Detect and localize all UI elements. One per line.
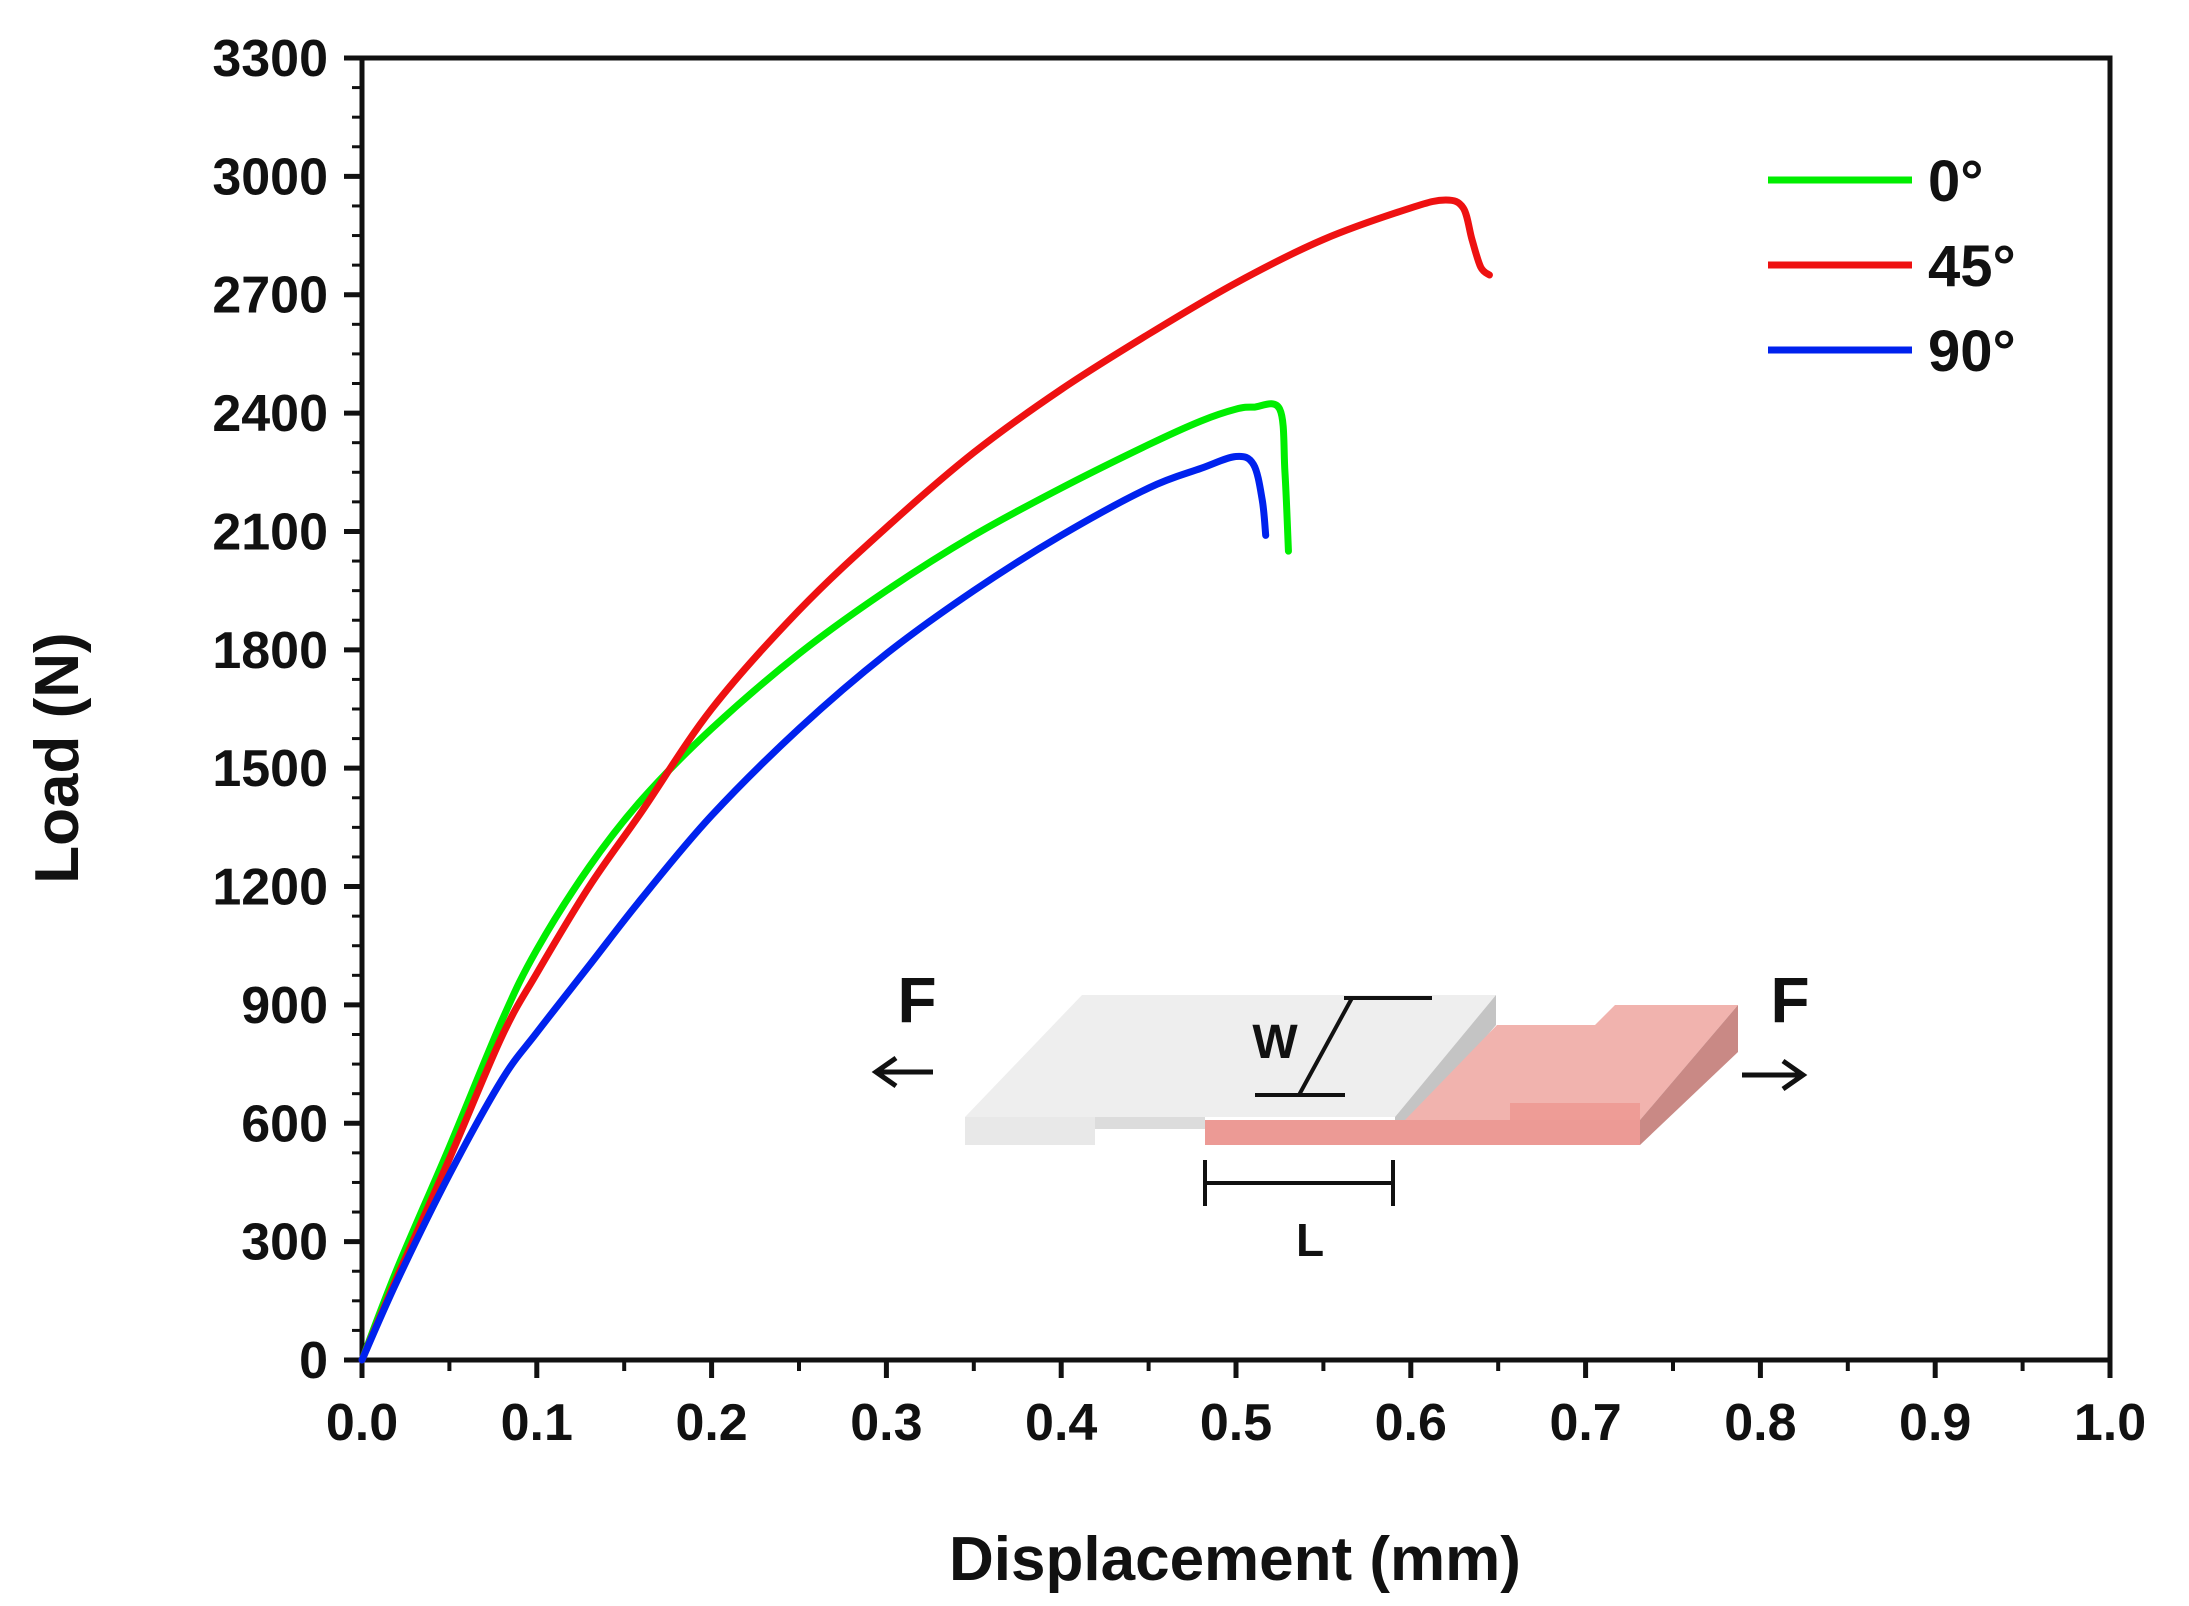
plot-area [359,55,2113,1363]
y-tick-label: 2700 [212,267,328,325]
y-tick-label: 600 [241,1095,328,1153]
x-tick-label: 0.7 [1549,1394,1621,1452]
right-adherend-top [1405,1005,1738,1120]
y-axis: 0 300 600 900 1200 1500 1800 2100 2400 2700 3000 33… [212,30,362,1390]
right-adherend-front [1205,1120,1640,1145]
plot-frame [359,55,2113,1363]
y-tick-label: 1200 [212,859,328,917]
left-adherend-front [965,1117,1095,1145]
x-tick-label: 0.2 [675,1394,747,1452]
y-axis-title: Load (N) [23,632,92,883]
width-dimension-line [1297,997,1354,1096]
x-tick-label: 1.0 [2074,1394,2146,1452]
series-line [358,452,1270,1364]
x-axis: 0.0 0.1 0.2 0.3 0.4 0.5 0.6 0.7 0.8 0.9 1.0 [326,1360,2146,1452]
y-tick-label: 2100 [212,503,328,561]
y-tick-label: 900 [241,977,328,1035]
width-label: W [1252,1016,1298,1069]
left-adherend-top [965,995,1496,1117]
legend-label: 45° [1928,234,2016,299]
length-label: L [1296,1214,1324,1266]
x-tick-label: 0.8 [1724,1394,1796,1452]
x-tick-label: 0.5 [1200,1394,1272,1452]
legend-label: 90° [1928,319,2016,384]
series-line [358,400,1292,1364]
y-tick-label: 1800 [212,622,328,680]
force-left-label: F [897,964,936,1036]
right-adherend-edge [1640,1005,1738,1145]
x-tick-label: 0.9 [1899,1394,1971,1452]
force-right-arrowhead [1781,1058,1808,1092]
legend-label: 0° [1928,149,1983,214]
x-tick-label: 0.1 [501,1394,573,1452]
x-axis-title: Displacement (mm) [949,1525,1521,1594]
series-line [358,196,1493,1364]
force-left-arrowhead [871,1055,898,1089]
series-layer [358,196,1493,1364]
x-tick-label: 0.4 [1025,1394,1097,1452]
y-tick-label: 3000 [212,148,328,206]
x-tick-label: 0.3 [850,1394,922,1452]
x-tick-label: 0.6 [1375,1394,1447,1452]
y-tick-label: 1500 [212,740,328,798]
y-tick-label: 0 [299,1332,328,1390]
force-right-label: F [1770,964,1809,1036]
y-tick-label: 2400 [212,385,328,443]
y-tick-label: 300 [241,1214,328,1272]
right-adherend-step-front [1510,1103,1640,1120]
lap-joint-schematic: W L F F [871,964,1810,1266]
legend: 0° 45° 90° [1768,149,2016,384]
x-tick-label: 0.0 [326,1394,398,1452]
left-adherend-step [1095,1117,1205,1129]
y-tick-label: 3300 [212,30,328,88]
